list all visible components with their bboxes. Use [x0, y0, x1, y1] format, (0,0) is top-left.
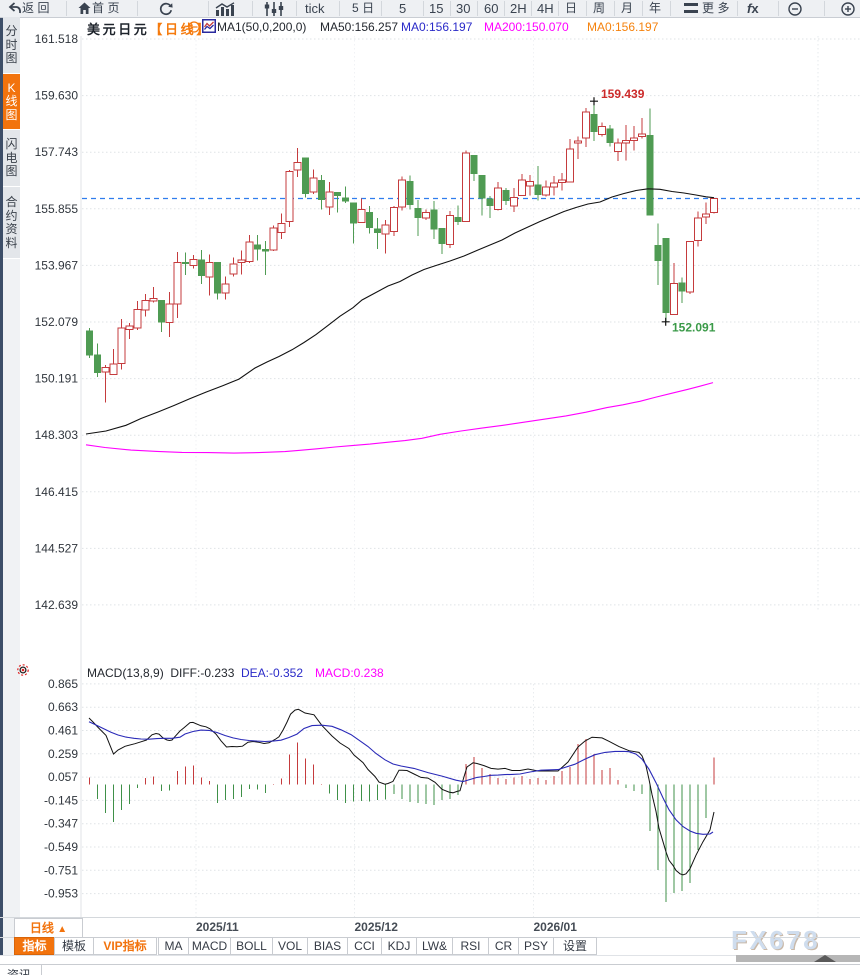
svg-text:0.663: 0.663 — [48, 700, 78, 714]
svg-text:157.743: 157.743 — [35, 145, 79, 159]
svg-text:MACD:0.238: MACD:0.238 — [315, 666, 384, 680]
svg-text:0.259: 0.259 — [48, 747, 78, 761]
svg-text:-0.549: -0.549 — [44, 840, 78, 854]
svg-text:MACD(13,8,9) DIFF:-0.233: MACD(13,8,9) DIFF:-0.233 — [87, 666, 235, 680]
svg-text:0.461: 0.461 — [48, 724, 78, 738]
svg-text:146.415: 146.415 — [35, 485, 79, 499]
svg-text:-0.347: -0.347 — [44, 817, 78, 831]
svg-text:FX678: FX678 — [732, 926, 821, 956]
svg-text:142.639: 142.639 — [35, 598, 79, 612]
svg-text:FX678: FX678 — [731, 925, 820, 955]
svg-text:148.303: 148.303 — [35, 428, 79, 442]
svg-text:DEA:-0.352: DEA:-0.352 — [241, 666, 303, 680]
svg-text:-0.953: -0.953 — [44, 887, 78, 901]
svg-text:153.967: 153.967 — [35, 258, 79, 272]
svg-text:-0.751: -0.751 — [44, 863, 78, 877]
svg-text:155.855: 155.855 — [35, 202, 79, 216]
svg-text:159.439: 159.439 — [601, 87, 645, 101]
svg-text:0.865: 0.865 — [48, 677, 78, 691]
svg-text:-0.145: -0.145 — [44, 793, 78, 807]
svg-text:0.057: 0.057 — [48, 770, 78, 784]
svg-text:152.091: 152.091 — [672, 321, 716, 335]
svg-text:159.630: 159.630 — [35, 89, 79, 103]
svg-text:150.191: 150.191 — [35, 372, 79, 386]
svg-text:144.527: 144.527 — [35, 541, 79, 555]
svg-text:161.518: 161.518 — [35, 32, 79, 46]
svg-text:152.079: 152.079 — [35, 315, 79, 329]
